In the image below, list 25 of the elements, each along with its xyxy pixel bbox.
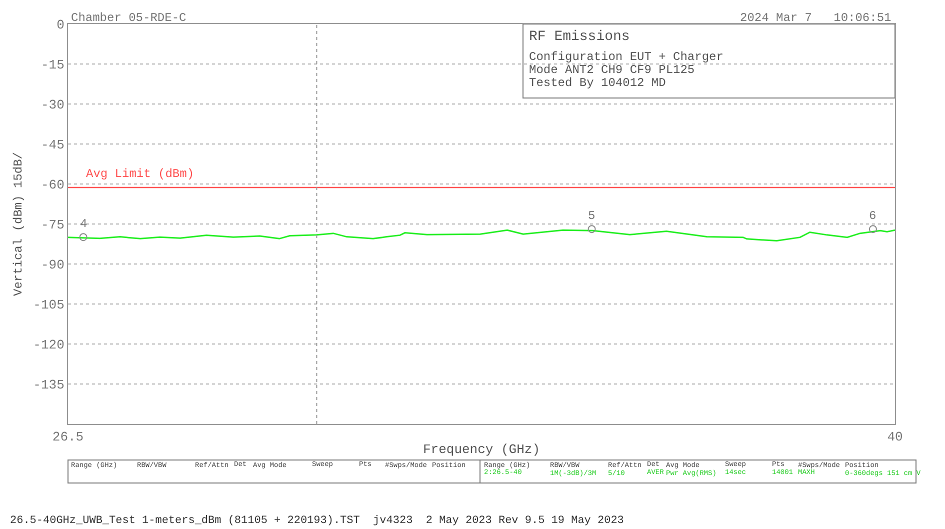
annotation: Chamber 05-RDE-C <box>71 11 186 25</box>
y-axis-title: Vertical (dBm) 15dB/ <box>11 152 26 296</box>
y-tick-label: -60 <box>40 178 64 193</box>
y-tick-label: -120 <box>33 338 64 353</box>
x-axis-title: Frequency (GHz) <box>422 442 540 458</box>
y-tick-label: -135 <box>33 378 64 393</box>
x-tick-label: 26.5 <box>52 430 84 445</box>
ref-line-label: Avg Limit (dBm) <box>86 167 194 181</box>
annotation: 4 <box>80 217 88 231</box>
annotation: Tested By 104012 MD <box>529 76 666 90</box>
annotation: Mode ANT2 CH9 CF9 PL125 <box>529 63 695 77</box>
annotation: 5 <box>588 209 596 223</box>
y-tick-label: 0 <box>56 18 64 33</box>
y-tick-label: -15 <box>40 58 64 73</box>
y-tick-label: -75 <box>40 218 64 233</box>
y-tick-label: -30 <box>40 98 64 113</box>
y-tick-label: -105 <box>33 298 64 313</box>
y-tick-label: -90 <box>40 258 64 273</box>
annotation: 2024 Mar 7 10:06:51 <box>740 11 892 25</box>
text: 26.5-40GHz_UWB_Test 1-meters_dBm (81105 + 220193).TST jv4323 2 May 2023 Rev 9.5 19 May 2023 <box>10 515 624 527</box>
annotation: Configuration EUT + Charger <box>529 50 724 64</box>
chart-title: RF Emissions <box>529 29 630 45</box>
y-tick-label: -45 <box>40 138 64 153</box>
annotation: 6 <box>869 209 876 223</box>
x-tick-label: 40 <box>887 430 903 445</box>
